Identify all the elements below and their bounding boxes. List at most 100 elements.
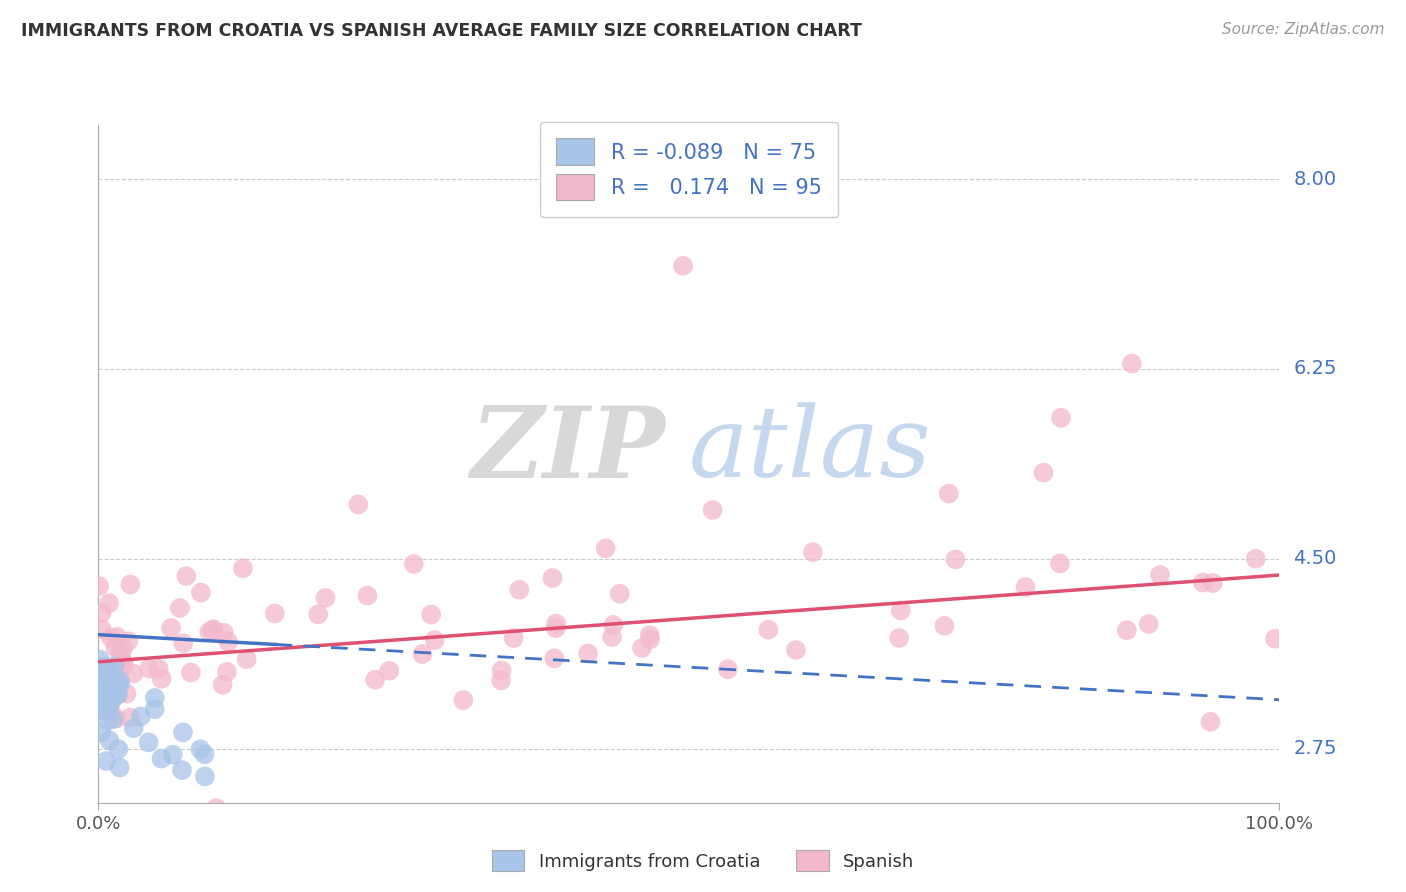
Point — [600, 630, 623, 644]
Point — [785, 643, 807, 657]
Point — [87, 670, 110, 684]
Point — [502, 631, 524, 645]
Point — [90, 698, 112, 712]
Point — [938, 486, 960, 500]
Point — [453, 693, 475, 707]
Point — [172, 725, 194, 739]
Point — [103, 712, 125, 726]
Point — [887, 631, 910, 645]
Point — [91, 671, 114, 685]
Point — [90, 700, 112, 714]
Point — [93, 682, 115, 697]
Point — [170, 763, 193, 777]
Point — [104, 676, 127, 690]
Point — [91, 677, 114, 691]
Point — [1137, 617, 1160, 632]
Point — [188, 742, 211, 756]
Point — [100, 706, 122, 721]
Point — [1032, 466, 1054, 480]
Point — [1050, 410, 1073, 425]
Point — [1115, 623, 1137, 637]
Point — [97, 700, 120, 714]
Point — [576, 647, 599, 661]
Point — [103, 659, 125, 673]
Point — [201, 624, 224, 638]
Point — [347, 498, 370, 512]
Point — [105, 630, 128, 644]
Point — [364, 673, 387, 687]
Point — [96, 680, 118, 694]
Point — [595, 541, 617, 556]
Point — [890, 603, 912, 617]
Point — [122, 721, 145, 735]
Point — [717, 662, 740, 676]
Point — [198, 624, 221, 639]
Text: atlas: atlas — [689, 402, 932, 498]
Legend: R = -0.089   N = 75, R =   0.174   N = 95: R = -0.089 N = 75, R = 0.174 N = 95 — [540, 121, 838, 217]
Point — [93, 688, 115, 702]
Point — [89, 660, 111, 674]
Point — [108, 760, 131, 774]
Point — [314, 591, 336, 605]
Point — [101, 693, 124, 707]
Point — [150, 751, 173, 765]
Point — [194, 769, 217, 783]
Point — [108, 673, 131, 688]
Point — [97, 694, 120, 708]
Point — [609, 587, 631, 601]
Point — [91, 684, 114, 698]
Point — [94, 688, 117, 702]
Point — [638, 628, 661, 642]
Point — [94, 705, 117, 719]
Point — [356, 589, 378, 603]
Point — [111, 652, 134, 666]
Point — [87, 579, 110, 593]
Point — [202, 622, 225, 636]
Point — [89, 652, 111, 666]
Point — [169, 601, 191, 615]
Text: 8.00: 8.00 — [1294, 169, 1337, 188]
Point — [107, 742, 129, 756]
Point — [602, 618, 624, 632]
Point — [150, 672, 173, 686]
Point — [112, 658, 135, 673]
Legend: Immigrants from Croatia, Spanish: Immigrants from Croatia, Spanish — [485, 843, 921, 879]
Point — [94, 696, 117, 710]
Point — [215, 665, 238, 679]
Point — [117, 634, 139, 648]
Point — [148, 662, 170, 676]
Point — [90, 680, 112, 694]
Point — [89, 681, 111, 696]
Point — [945, 552, 967, 566]
Point — [489, 673, 512, 688]
Point — [138, 662, 160, 676]
Point — [934, 619, 956, 633]
Point — [1264, 632, 1286, 646]
Point — [87, 688, 110, 702]
Point — [1049, 557, 1071, 571]
Point — [107, 686, 129, 700]
Point — [143, 702, 166, 716]
Point — [104, 674, 127, 689]
Point — [96, 714, 118, 728]
Point — [631, 640, 654, 655]
Point — [91, 675, 114, 690]
Point — [90, 698, 112, 712]
Point — [263, 607, 285, 621]
Point — [98, 698, 121, 712]
Point — [94, 754, 117, 768]
Point — [103, 682, 125, 697]
Point — [107, 688, 129, 702]
Point — [93, 686, 115, 700]
Point — [91, 665, 114, 679]
Point — [541, 571, 564, 585]
Point — [544, 621, 567, 635]
Point — [120, 577, 142, 591]
Point — [193, 747, 215, 762]
Point — [543, 651, 565, 665]
Point — [98, 678, 121, 692]
Point — [1202, 576, 1225, 591]
Point — [508, 582, 530, 597]
Point — [1121, 357, 1143, 371]
Text: ZIP: ZIP — [471, 402, 665, 499]
